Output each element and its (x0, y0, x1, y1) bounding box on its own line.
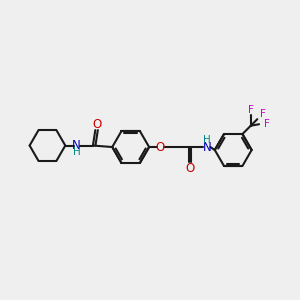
Text: F: F (264, 119, 269, 129)
Text: O: O (156, 140, 165, 154)
Text: N: N (202, 140, 211, 154)
Text: H: H (73, 147, 80, 157)
Text: O: O (185, 162, 195, 175)
Text: F: F (248, 105, 254, 115)
Text: O: O (92, 118, 101, 130)
Text: N: N (72, 139, 81, 152)
Text: F: F (260, 109, 266, 119)
Text: H: H (203, 136, 211, 146)
